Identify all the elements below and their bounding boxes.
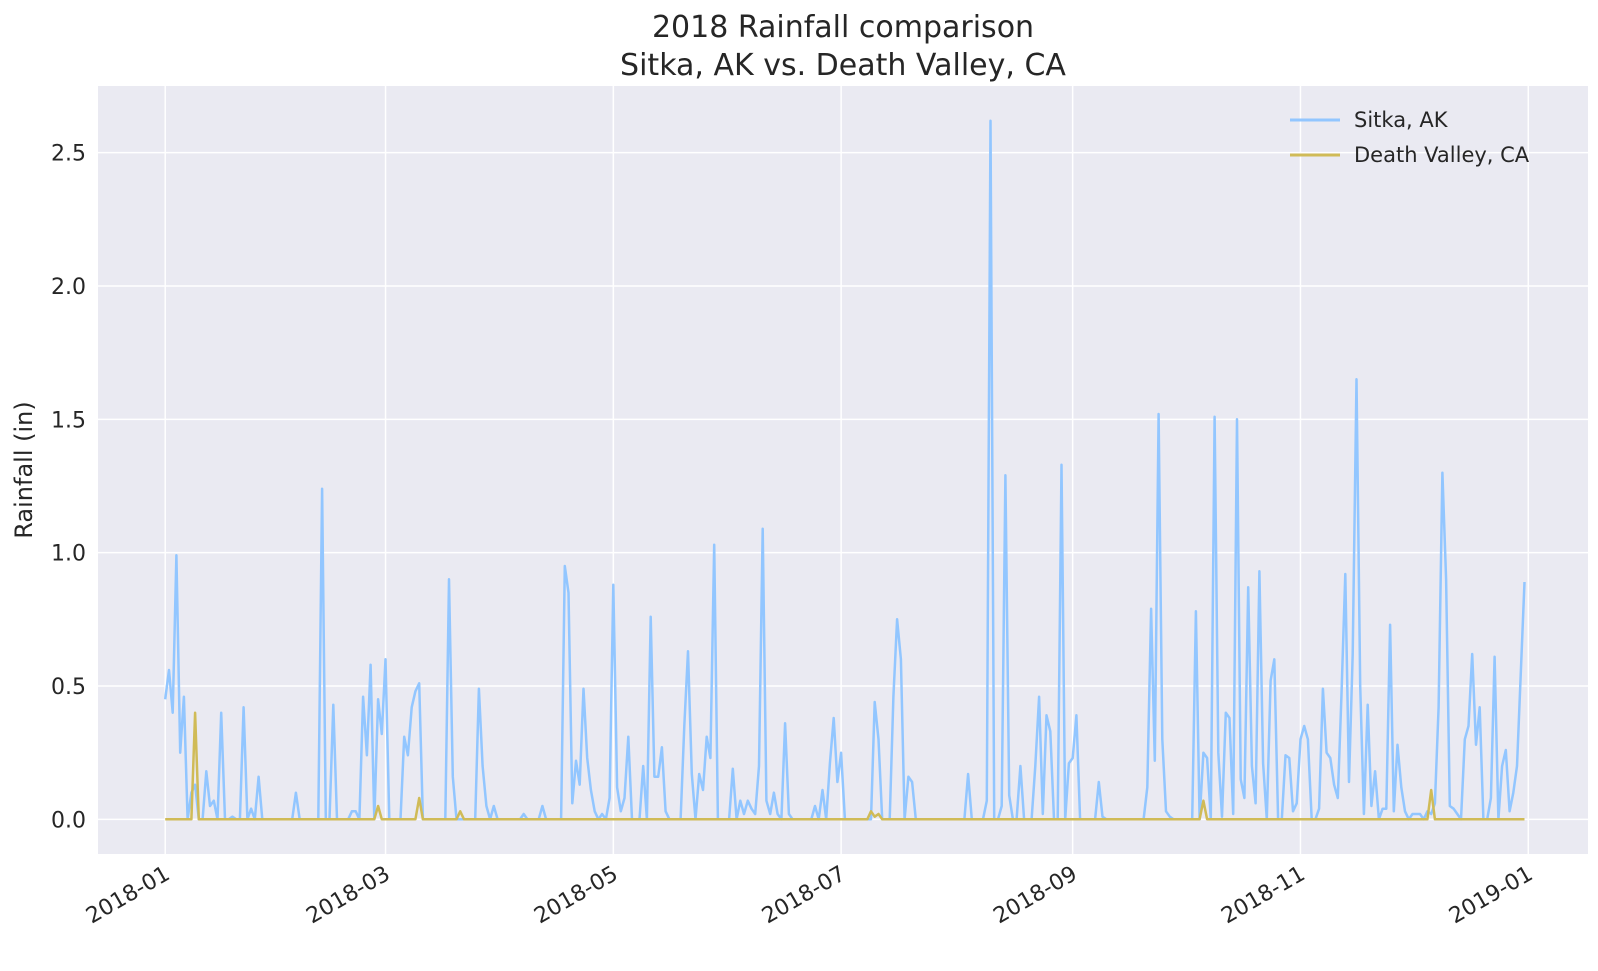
legend-label-sitka: Sitka, AK [1354, 108, 1449, 132]
y-tick-labels: 0.0 0.5 1.0 1.5 2.0 2.5 [51, 142, 86, 834]
y-tick-label: 1.0 [51, 542, 86, 567]
y-tick-label: 0.5 [51, 675, 86, 700]
series-line-death-valley [165, 711, 1525, 821]
y-axis-label: Rainfall (in) [10, 401, 38, 538]
series-lines [163, 119, 1526, 821]
plot-area [98, 86, 1588, 854]
chart-title-line-2: Sitka, AK vs. Death Valley, CA [620, 48, 1066, 83]
y-tick-label: 0.0 [51, 808, 86, 833]
y-tick-label: 2.5 [51, 142, 86, 167]
legend-label-death-valley: Death Valley, CA [1354, 143, 1530, 167]
y-tick-label: 2.0 [51, 275, 86, 300]
chart-title-line-1: 2018 Rainfall comparison [652, 10, 1034, 45]
y-tick-label: 1.5 [51, 408, 86, 433]
grid-lines [98, 86, 1588, 854]
legend: Sitka, AK Death Valley, CA [1290, 108, 1530, 167]
